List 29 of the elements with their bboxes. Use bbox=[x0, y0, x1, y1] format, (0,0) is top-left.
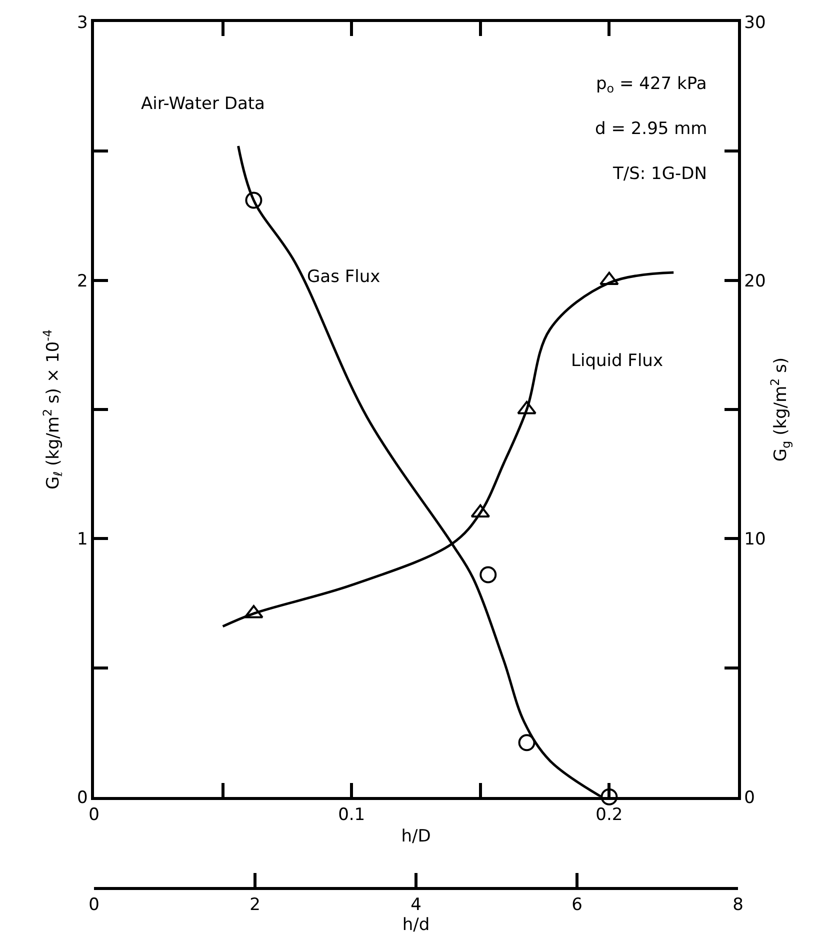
y2-tick-label: 0 bbox=[744, 788, 755, 808]
y2-tick-label: 30 bbox=[744, 12, 766, 33]
annotation: Gas Flux bbox=[307, 267, 380, 287]
x2-tick-label: 6 bbox=[572, 894, 582, 915]
x2-tick-label: 2 bbox=[250, 894, 260, 915]
annotation: T/S: 1G-DN bbox=[612, 164, 707, 184]
annotation: p$_{o}$ = 427 kPa bbox=[596, 74, 707, 96]
x2-axis-title: h/d bbox=[402, 914, 430, 935]
annotation: Air-Water Data bbox=[141, 94, 265, 114]
y-tick-label: 1 bbox=[77, 530, 88, 550]
point bbox=[480, 566, 497, 584]
x2-tick-label: 8 bbox=[732, 894, 744, 915]
point bbox=[518, 734, 536, 752]
y2-tick-label: 20 bbox=[744, 271, 766, 292]
annotation: d = 2.95 mm bbox=[595, 119, 708, 139]
point bbox=[517, 400, 536, 414]
point bbox=[470, 504, 490, 518]
annotation: Liquid Flux bbox=[571, 351, 664, 371]
x-tick-label: 0.1 bbox=[338, 805, 366, 826]
y-tick-label: 2 bbox=[77, 271, 88, 292]
y-tick-label: 3 bbox=[77, 12, 88, 33]
x2-tick-label: 4 bbox=[410, 894, 422, 915]
point bbox=[600, 788, 618, 806]
point bbox=[245, 192, 262, 209]
y-tick-label: 0 bbox=[77, 788, 88, 808]
x-axis-title: h/D bbox=[401, 826, 431, 846]
y2-tick-label: 10 bbox=[744, 530, 766, 550]
x-tick-label: 0.2 bbox=[596, 805, 623, 826]
point bbox=[600, 272, 619, 286]
